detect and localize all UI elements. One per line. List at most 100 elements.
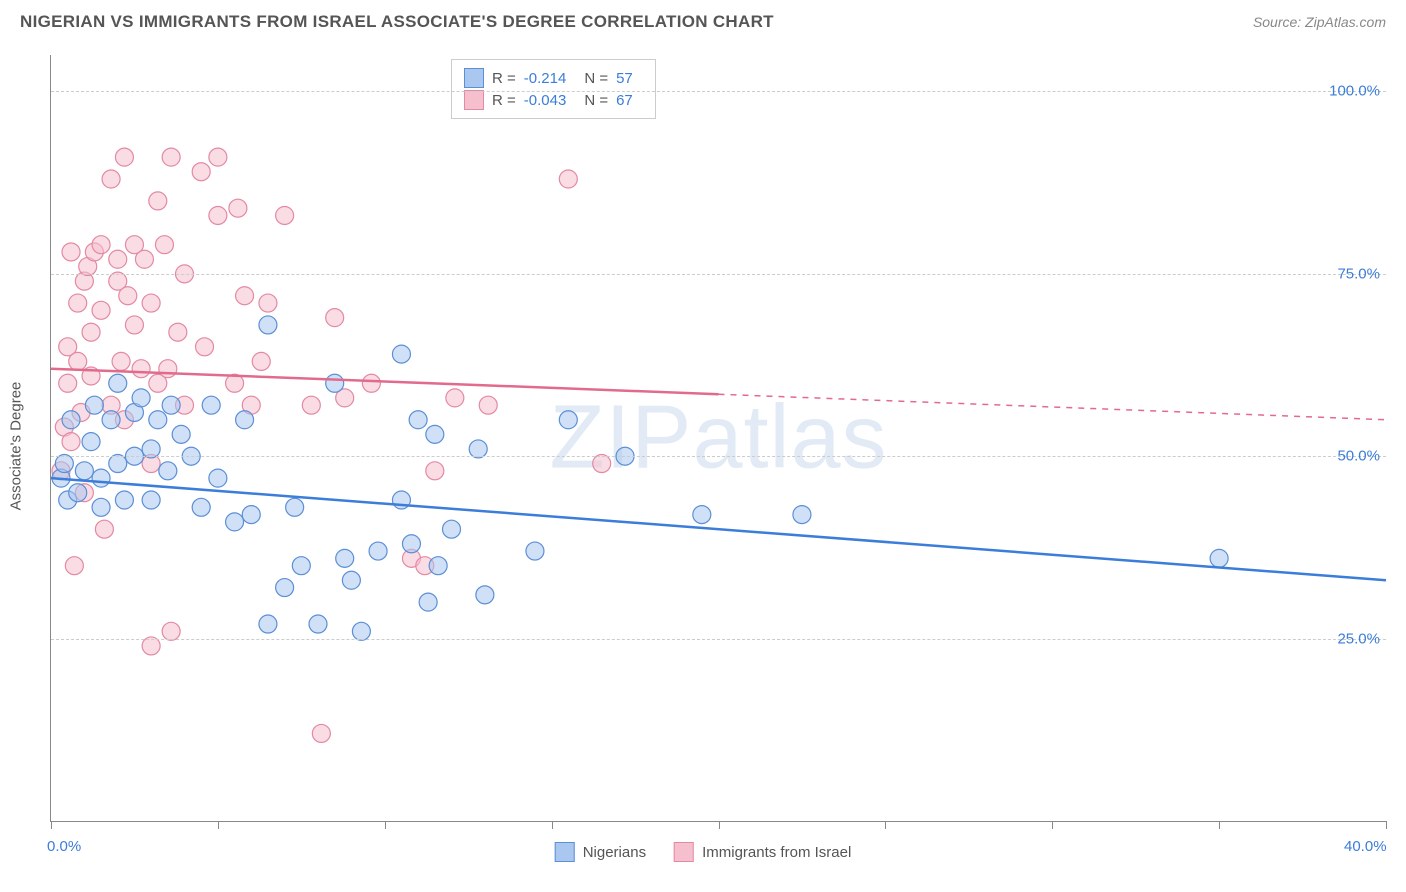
x-tick [1219,821,1220,829]
data-point [276,579,294,597]
y-tick-label: 25.0% [1337,630,1380,647]
data-point [309,615,327,633]
stat-n-label: N = [584,92,608,109]
y-tick-label: 75.0% [1337,265,1380,282]
data-point [302,396,320,414]
data-point [92,469,110,487]
data-point [209,206,227,224]
data-point [196,338,214,356]
legend-label: Immigrants from Israel [702,844,851,861]
data-point [112,352,130,370]
y-tick-label: 50.0% [1337,448,1380,465]
data-point [115,148,133,166]
data-point [62,433,80,451]
data-point [162,396,180,414]
data-point [162,148,180,166]
grid-line [51,274,1386,275]
data-point [149,192,167,210]
data-point [159,360,177,378]
data-point [292,557,310,575]
scatter-plot-svg [51,55,1386,821]
trend-line [51,478,1386,580]
x-tick [885,821,886,829]
data-point [142,637,160,655]
data-point [392,345,410,363]
data-point [526,542,544,560]
data-point [259,316,277,334]
data-point [85,396,103,414]
data-point [192,498,210,516]
x-tick [1386,821,1387,829]
data-point [149,411,167,429]
x-tick [218,821,219,829]
data-point [409,411,427,429]
stat-r-value: -0.214 [524,70,567,87]
legend-item: Immigrants from Israel [674,842,851,862]
data-point [92,498,110,516]
data-point [169,323,187,341]
data-point [426,425,444,443]
stat-r-label: R = [492,70,516,87]
data-point [162,622,180,640]
data-point [82,323,100,341]
data-point [159,462,177,480]
chart-title: NIGERIAN VS IMMIGRANTS FROM ISRAEL ASSOC… [20,12,774,32]
legend-swatch [464,90,484,110]
data-point [429,557,447,575]
data-point [402,535,420,553]
data-point [342,571,360,589]
data-point [252,352,270,370]
data-point [172,425,190,443]
data-point [446,389,464,407]
data-point [102,411,120,429]
data-point [75,462,93,480]
stat-r-label: R = [492,92,516,109]
data-point [693,506,711,524]
data-point [229,199,247,217]
data-point [119,287,137,305]
data-point [352,622,370,640]
x-tick [385,821,386,829]
data-point [226,513,244,531]
data-point [209,469,227,487]
stat-n-label: N = [584,70,608,87]
data-point [69,294,87,312]
data-point [559,411,577,429]
legend-swatch [555,842,575,862]
data-point [336,549,354,567]
data-point [312,724,330,742]
grid-line [51,91,1386,92]
data-point [479,396,497,414]
stat-r-value: -0.043 [524,92,567,109]
x-tick [51,821,52,829]
legend-label: Nigerians [583,844,646,861]
stats-row: R = -0.214 N = 57 [464,68,643,88]
data-point [132,360,150,378]
data-point [115,491,133,509]
stat-n-value: 57 [616,70,633,87]
data-point [259,294,277,312]
data-point [192,163,210,181]
data-point [92,301,110,319]
data-point [95,520,113,538]
data-point [135,250,153,268]
data-point [362,374,380,392]
legend-swatch [464,68,484,88]
data-point [242,506,260,524]
data-point [142,491,160,509]
data-point [69,484,87,502]
chart-plot-area: ZIPatlas R =-0.214N =57R =-0.043N =67 25… [50,55,1386,822]
data-point [443,520,461,538]
data-point [469,440,487,458]
data-point [82,433,100,451]
x-tick-label: 40.0% [1344,838,1387,855]
data-point [109,250,127,268]
data-point [209,148,227,166]
x-tick [719,821,720,829]
data-point [109,374,127,392]
legend-swatch [674,842,694,862]
data-point [236,287,254,305]
data-point [59,374,77,392]
data-point [69,352,87,370]
data-point [92,236,110,254]
